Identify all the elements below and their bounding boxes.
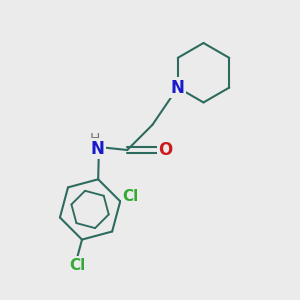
Text: N: N (91, 140, 104, 158)
Text: Cl: Cl (69, 258, 85, 273)
Text: Cl: Cl (122, 189, 138, 204)
Text: H: H (89, 132, 100, 146)
Text: N: N (171, 79, 185, 97)
Text: O: O (158, 141, 172, 159)
